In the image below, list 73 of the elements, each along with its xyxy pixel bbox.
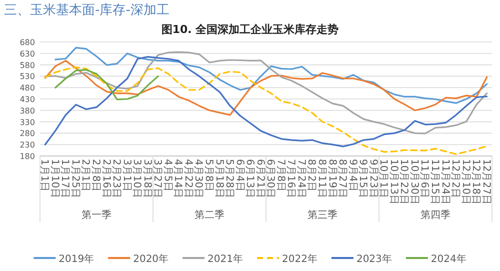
- x-tick-label: 3月18日: [141, 159, 152, 198]
- x-tick-label: 7月8日: [274, 159, 286, 192]
- x-tick-label: 9月4日: [346, 159, 358, 192]
- line-series: [54, 46, 488, 104]
- x-tick-label: 10月1日: [378, 159, 389, 198]
- y-tick-label: 530: [20, 72, 35, 82]
- line-series: [44, 60, 488, 116]
- x-tick-label: 6月30日: [264, 159, 276, 198]
- x-tick-label: 8月27日: [336, 159, 348, 198]
- x-tick-label: 5月28日: [224, 159, 235, 198]
- x-tick-label: 9月15日: [357, 159, 368, 198]
- y-tick-label: 430: [20, 95, 35, 104]
- y-tick-label: 230: [20, 140, 35, 150]
- x-tick-label: 12月2日: [450, 159, 461, 198]
- legend-label: 2023年: [356, 253, 392, 265]
- legend-label: 2020年: [133, 253, 169, 265]
- line-series: [44, 51, 488, 134]
- x-tick-label: 3月27日: [152, 159, 163, 198]
- x-tick-label: 12月18日: [470, 159, 482, 204]
- x-tick-label: 7月24日: [295, 159, 306, 198]
- x-tick-label: 4月30日: [192, 159, 204, 198]
- y-tick-label: 580: [20, 60, 35, 70]
- x-tick-label: 1月17日: [59, 159, 70, 198]
- y-tick-label: 180: [20, 152, 35, 161]
- x-tick-label: 1月25日: [69, 159, 80, 198]
- x-tick-label: 8月11日: [316, 159, 327, 198]
- legend-label: 2022年: [282, 253, 318, 265]
- x-tick-label: 8月19日: [326, 159, 338, 198]
- x-tick-label: 6月4日: [234, 159, 245, 192]
- x-tick-label: 11月6日: [418, 159, 430, 198]
- line-series: [44, 56, 488, 148]
- x-tick-label: 2月1日: [80, 159, 91, 192]
- x-tick-label: 4月14日: [172, 159, 184, 198]
- x-tick-label: 2月23日: [110, 159, 122, 198]
- x-tick-label: 3月10日: [131, 159, 142, 198]
- x-tick-label: 7月16日: [285, 159, 296, 198]
- y-tick-label: 680: [20, 38, 35, 47]
- y-tick-label: 480: [20, 84, 35, 93]
- legend-label: 2019年: [58, 253, 94, 265]
- x-tick-label: 12月10日: [460, 159, 471, 204]
- x-tick-label: 10月13日: [388, 159, 399, 204]
- text: 第二季: [194, 209, 224, 221]
- legend-label: 2021年: [208, 253, 243, 265]
- x-tick-label: 6月13日: [244, 159, 256, 198]
- text: 第三季: [308, 209, 338, 221]
- x-tick-label: 10月22日: [398, 159, 410, 204]
- x-tick-label: 9月23日: [367, 159, 378, 198]
- x-tick-label: 10月30日: [408, 159, 420, 204]
- y-tick-label: 630: [20, 49, 35, 58]
- y-tick-label: 330: [20, 118, 35, 127]
- x-tick-label: 4月22日: [182, 159, 194, 198]
- x-tick-label: 2月16日: [100, 159, 112, 198]
- x-tick-label: 2月8日: [90, 159, 101, 192]
- x-tick-label: 3月1日: [120, 159, 132, 192]
- y-tick-label: 280: [20, 129, 35, 138]
- x-tick-label: 5月18日: [213, 159, 224, 198]
- y-tick-label: 380: [20, 106, 35, 116]
- x-tick-label: 6月21日: [254, 159, 266, 198]
- text: 第一季: [82, 209, 112, 221]
- text: 三、玉米基本面-库存-深加工: [4, 3, 170, 18]
- x-tick-label: 1月1日: [38, 159, 50, 192]
- line-series: [54, 69, 159, 100]
- x-tick-label: 12月27日: [480, 159, 492, 204]
- x-tick-label: 8月2日: [306, 159, 317, 192]
- x-tick-label: 4月5日: [162, 159, 173, 192]
- text: 第四季: [420, 209, 450, 221]
- x-tick-label: 11月24日: [439, 159, 450, 204]
- line-series: [44, 66, 488, 155]
- x-tick-label: 1月10日: [48, 159, 60, 198]
- chart-title: 图10. 全国深加工企业玉米库存走势: [161, 23, 339, 36]
- legend-label: 2024年: [430, 253, 466, 265]
- x-tick-label: 11月15日: [429, 159, 440, 204]
- x-tick-label: 5月8日: [203, 159, 214, 192]
